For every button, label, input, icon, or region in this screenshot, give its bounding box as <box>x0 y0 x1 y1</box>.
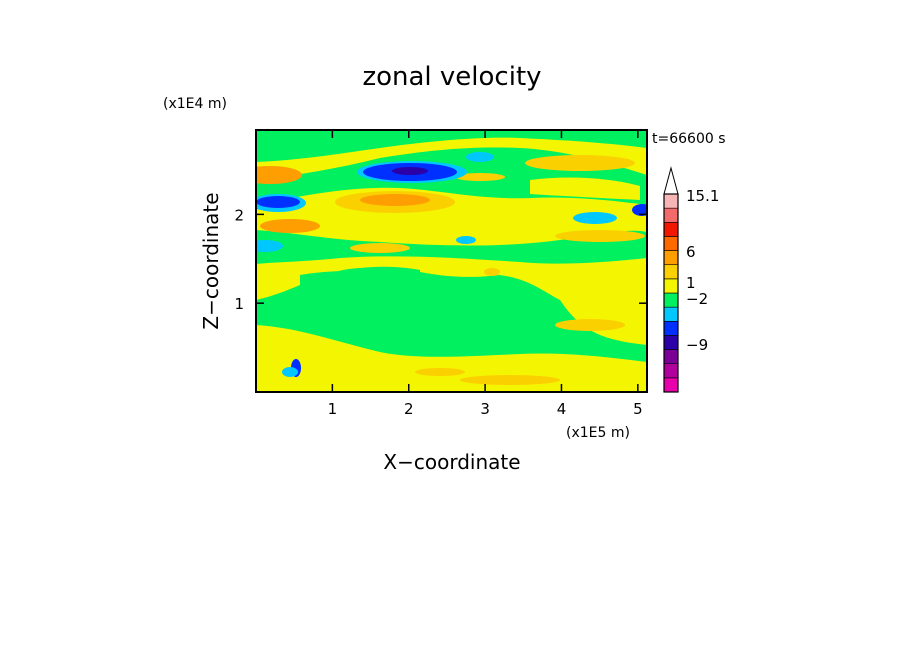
colorbar-swatch <box>663 236 679 251</box>
contour-region <box>530 177 640 200</box>
colorbar-swatch <box>663 335 679 350</box>
x-axis-ticks: 1 2 3 4 5 <box>328 130 643 418</box>
contour-region <box>282 367 298 377</box>
contour-region <box>392 167 428 175</box>
colorbar-label: 15.1 <box>686 187 719 205</box>
y-axis-ticks: 12 <box>234 206 647 313</box>
contour-region <box>456 236 476 244</box>
contour-region <box>256 166 302 184</box>
contour-region <box>466 152 494 162</box>
colorbar-label: 1 <box>686 274 696 292</box>
contour-region <box>460 375 560 385</box>
contour-field <box>256 130 647 392</box>
colorbar-swatch <box>663 363 679 379</box>
colorbar-label: 6 <box>686 243 696 261</box>
colorbar-swatch <box>663 264 679 280</box>
contour-region <box>415 368 465 376</box>
contour-region <box>555 230 645 242</box>
colorbar-swatch <box>663 349 679 365</box>
x-tick-label: 3 <box>480 400 490 418</box>
colorbar-swatch <box>663 292 679 308</box>
x-tick-label: 5 <box>633 400 643 418</box>
y-tick-label: 2 <box>234 206 244 224</box>
contour-region <box>350 243 410 253</box>
contour-region <box>256 240 283 252</box>
y-unit-label: (x1E4 m) <box>163 96 227 112</box>
y-tick-label: 1 <box>234 295 244 313</box>
contour-region <box>256 196 300 208</box>
contour-region <box>256 130 647 162</box>
contour-region <box>484 268 500 276</box>
colorbar: 15.1 6 1−2 −9 <box>663 166 719 393</box>
contour-region <box>256 230 647 264</box>
contour-region <box>555 319 625 331</box>
contour-region <box>360 194 430 206</box>
colorbar-frame <box>663 193 679 393</box>
y-axis-label: Z−coordinate <box>199 192 223 329</box>
colorbar-swatch <box>663 320 679 336</box>
contour-region <box>573 212 617 224</box>
colorbar-arrow <box>663 166 679 195</box>
colorbar-swatch <box>663 278 679 294</box>
contour-region <box>260 219 320 233</box>
contour-region <box>632 204 647 216</box>
x-axis-label: X−coordinate <box>383 450 520 474</box>
colorbar-swatch <box>663 250 679 266</box>
colorbar-label: −9 <box>686 336 708 354</box>
x-tick-label: 4 <box>557 400 567 418</box>
x-tick-label: 2 <box>404 400 414 418</box>
plot-frame <box>255 129 648 393</box>
x-unit-label: (x1E5 m) <box>566 425 630 441</box>
contour-region <box>455 173 505 181</box>
colorbar-swatch <box>663 221 679 237</box>
contour-region <box>300 270 540 337</box>
colorbar-swatch <box>663 377 679 393</box>
time-label: t=66600 s <box>652 131 726 147</box>
colorbar-swatch <box>663 306 679 322</box>
x-tick-label: 1 <box>328 400 338 418</box>
colorbar-swatch <box>663 193 679 209</box>
contour-region <box>525 155 635 171</box>
colorbar-swatch <box>663 207 679 223</box>
chart-title: zonal velocity <box>362 62 541 92</box>
contour-region <box>420 258 530 277</box>
colorbar-label: −2 <box>686 290 708 308</box>
contour-region <box>256 325 647 392</box>
